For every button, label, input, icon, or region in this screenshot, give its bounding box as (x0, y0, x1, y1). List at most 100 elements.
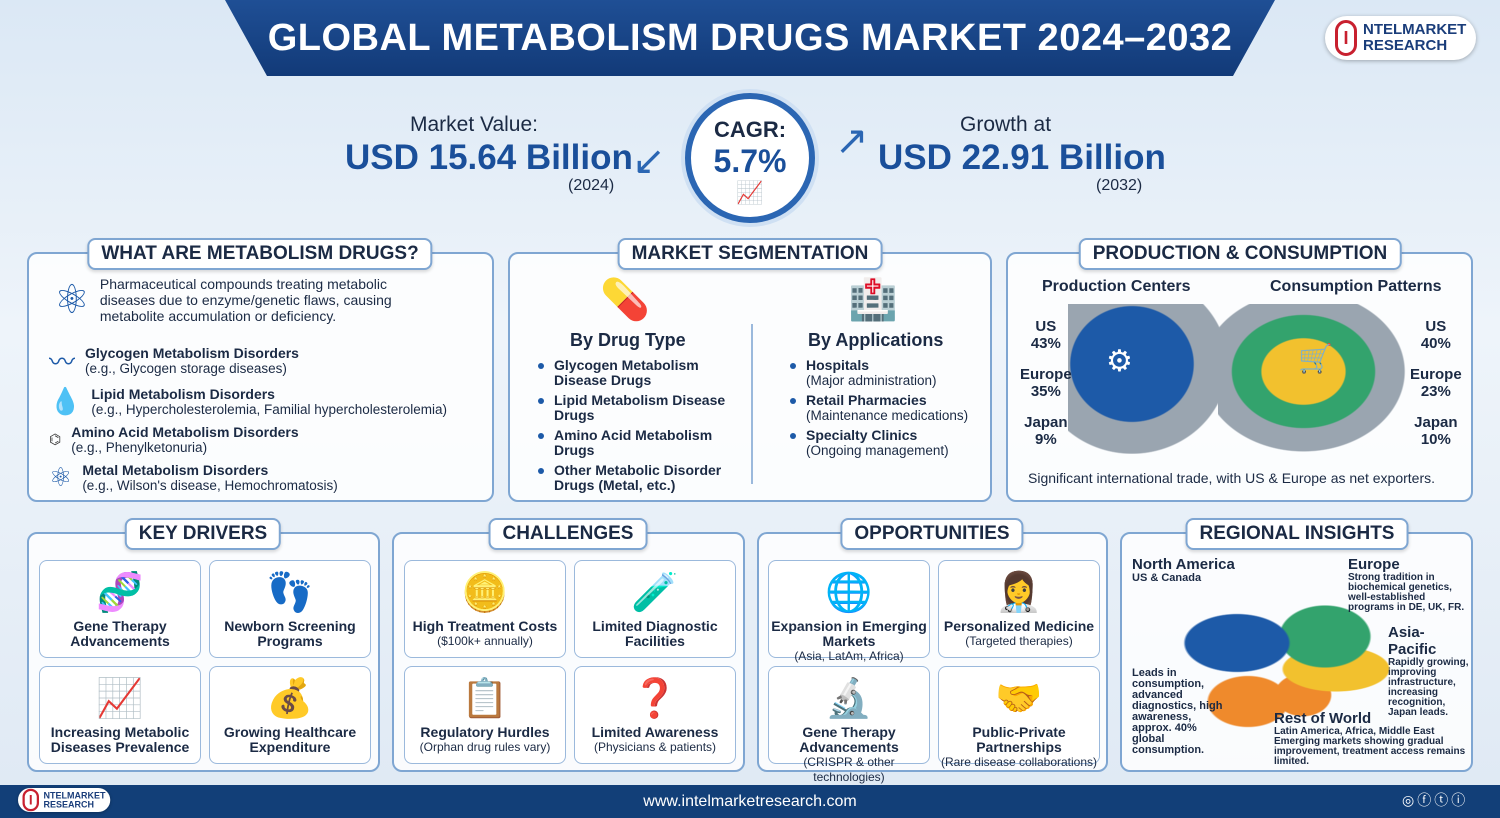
element (751, 324, 753, 484)
production-consumption_shares-2-region: Japan (1414, 414, 1458, 431)
production-consumption_shares-1-region: Europe (1410, 366, 1462, 383)
what-items-1-sub: (e.g., Hypercholesterolemia, Familial hy… (91, 402, 448, 417)
element: Retail Pharmacies (Maintenance medication… (790, 393, 990, 423)
production-production_shares-1-share: 35% (1030, 383, 1061, 400)
drivers-panel: 🧬 Gene Therapy Advancements 👣 Newborn Scre… (27, 532, 380, 772)
hospital-icon: 🏥 (848, 276, 898, 323)
element: US 43% (1020, 318, 1072, 352)
element: ⚛ Pharmaceutical compounds treating meta… (54, 276, 430, 324)
footer: I NTELMARKET RESEARCH www.intelmarketresea… (0, 785, 1500, 818)
regional-asia_pacific-desc: Rapidly growing, improving infrastructur… (1388, 657, 1469, 718)
element: Hospitals (Major administration) Retail P… (790, 358, 990, 463)
production-panel: Production Centers Consumption Patterns … (1006, 252, 1473, 502)
regional-rest_of_world-desc: Emerging markets showing gradual improve… (1274, 736, 1466, 767)
element: Lipid Metabolism Disorders (e.g., Hyperch… (91, 386, 447, 417)
bar-chart-up-icon: 📈 (96, 678, 144, 720)
baby-foot-icon: 👣 (266, 572, 314, 614)
social-icons[interactable]: ◎ⓕⓣⓘ (1402, 792, 1469, 808)
page-title: GLOBAL METABOLISM DRUGS MARKET 2024–2032 (225, 0, 1275, 76)
element: 🧬 Gene Therapy Advancements (39, 560, 201, 658)
segmentation-drug_type-items-0: Glycogen Metabolism Disease Drugs (538, 358, 738, 388)
logo: I NTELMARKET RESEARCH (1325, 16, 1477, 60)
element: US 40% Europe 23% Japan 10% (1410, 318, 1462, 448)
segmentation-drug_type-items-1: Lipid Metabolism Disease Drugs (538, 393, 738, 423)
globe-icon: 🌐 (825, 572, 873, 614)
shopping-cart-icon: 🛒 (1298, 343, 1333, 374)
test-tube-icon: 🧪 (631, 572, 679, 614)
growth-year: (2032) (1096, 177, 1143, 194)
what-panel: ⚛ Pharmaceutical compounds treating meta… (27, 252, 494, 502)
what-items-0-title: Glycogen Metabolism Disorders (85, 345, 299, 361)
consumption-map (1218, 304, 1408, 454)
arrow-down-left-icon: ↙ (632, 139, 666, 183)
element: US 43% Europe 35% Japan 9% (1020, 318, 1072, 448)
element: 💊 (600, 278, 650, 322)
drug-type-title: By Drug Type (570, 330, 686, 350)
production-production_shares-0-share: 43% (1030, 335, 1061, 352)
coin-stack-icon: 🪙 (461, 572, 509, 614)
element: Glycogen Metabolism Disorders (e.g., Glyc… (85, 345, 299, 376)
world-map (1182, 604, 1402, 734)
glycogen-icon: 〰 (49, 347, 76, 377)
element: Hospitals (Major administration) (790, 358, 990, 388)
element: ⌬ Amino Acid Metabolism Disorders (e.g., P… (49, 424, 447, 455)
regional-asia_pacific-title: Asia-Pacific (1388, 624, 1437, 658)
cagr-value: 5.7% (713, 143, 787, 179)
what-items-3-sub: (e.g., Wilson's disease, Hemochromatosis… (82, 478, 338, 493)
opportunities-heading: OPPORTUNITIES (840, 518, 1024, 550)
what-heading: WHAT ARE METABOLISM DRUGS? (87, 238, 433, 270)
opportunities-cards-2-sub: (CRISPR & other technologies) (803, 755, 895, 784)
gear-icon: ⚙ (1106, 345, 1133, 378)
cagr-label: CAGR: (713, 117, 787, 142)
opportunities-cards-3-sub: (Rare disease collaborations) (940, 755, 1098, 769)
element: Europe 23% (1410, 366, 1462, 400)
segmentation-drug_type-items-2: Amino Acid Metabolism Drugs (538, 428, 738, 458)
drivers-cards-0-title: Gene Therapy Advancements (70, 618, 170, 649)
what-items-0-sub: (e.g., Glycogen storage diseases) (85, 361, 287, 376)
element: Metal Metabolism Disorders (e.g., Wilson'… (82, 462, 337, 493)
production-consumption_shares-2-share: 10% (1420, 431, 1451, 448)
handshake-icon: 🤝 (995, 678, 1043, 720)
element: 📈 Increasing Metabolic Diseases Prevalenc… (39, 666, 201, 764)
dna-icon: 🧬 (96, 572, 144, 614)
opportunities-cards-1-sub: (Targeted therapies) (965, 634, 1073, 648)
challenges-cards-0-title: High Treatment Costs (412, 618, 558, 634)
segmentation-applications-items-2-sub: (Ongoing management) (806, 443, 949, 458)
droplet-icon: 💧 (49, 386, 82, 416)
element: Europe 35% (1020, 366, 1072, 400)
element: 📋 Regulatory Hurdles (Orphan drug rules va… (404, 666, 566, 764)
chart-up-icon: 📈 (736, 180, 764, 205)
element: I (1335, 20, 1357, 56)
market-value: USD 15.64 Billion (345, 138, 633, 177)
what-intro: Pharmaceutical compounds treating metabo… (99, 276, 392, 324)
element: 👩‍⚕️ Personalized Medicine (Targeted thera… (938, 560, 1100, 658)
element: Asia-Pacific Rapidly growing, improving i… (1388, 624, 1470, 718)
arrow-up-right-icon: ↗ (835, 119, 869, 163)
element: Glycogen Metabolism Disease Drugs Lipid … (538, 358, 738, 498)
website-link[interactable]: www.intelmarketresearch.com (643, 793, 857, 810)
element: 🌐 Expansion in Emerging Markets (Asia, Lat… (768, 560, 930, 663)
challenges-cards-2-title: Regulatory Hurdles (420, 724, 550, 740)
element: ❓ Limited Awareness (Physicians & patients… (574, 666, 736, 764)
regional-europe-title: Europe (1348, 556, 1400, 573)
opportunities-cards-3-title: Public-Private Partnerships (972, 724, 1066, 755)
production-production_shares-0-region: US (1035, 318, 1057, 335)
production-consumption_shares-0-region: US (1425, 318, 1447, 335)
money-bag-hospital-icon: 💰 (266, 678, 314, 720)
element: Specialty Clinics (Ongoing management) (790, 428, 990, 458)
opportunities-cards-1-title: Personalized Medicine (943, 618, 1095, 634)
trade-note: Significant international trade, with US… (1028, 470, 1435, 486)
element: North America US & Canada (1132, 556, 1235, 584)
doctor-dna-icon: 👩‍⚕️ (995, 572, 1043, 614)
regional-panel: North America US & Canada Leads in consum… (1120, 532, 1473, 772)
element: 💰 Growing Healthcare Expenditure (209, 666, 371, 764)
element: Japan 9% (1020, 414, 1072, 448)
opportunities-cards-2-title: Gene Therapy Advancements (799, 724, 899, 755)
production-consumption_shares-0-share: 40% (1420, 335, 1451, 352)
person-question-icon: ❓ (631, 678, 679, 720)
regional-europe-desc: Strong tradition in biochemical genetics… (1348, 572, 1465, 613)
challenges-cards-0-sub: ($100k+ annually) (437, 634, 533, 648)
logo-line1: NTELMARKET (43, 790, 106, 801)
production-heading: PRODUCTION & CONSUMPTION (1078, 238, 1402, 270)
segmentation-panel: 💊 By Drug Type Glycogen Metabolism Disea… (508, 252, 992, 502)
